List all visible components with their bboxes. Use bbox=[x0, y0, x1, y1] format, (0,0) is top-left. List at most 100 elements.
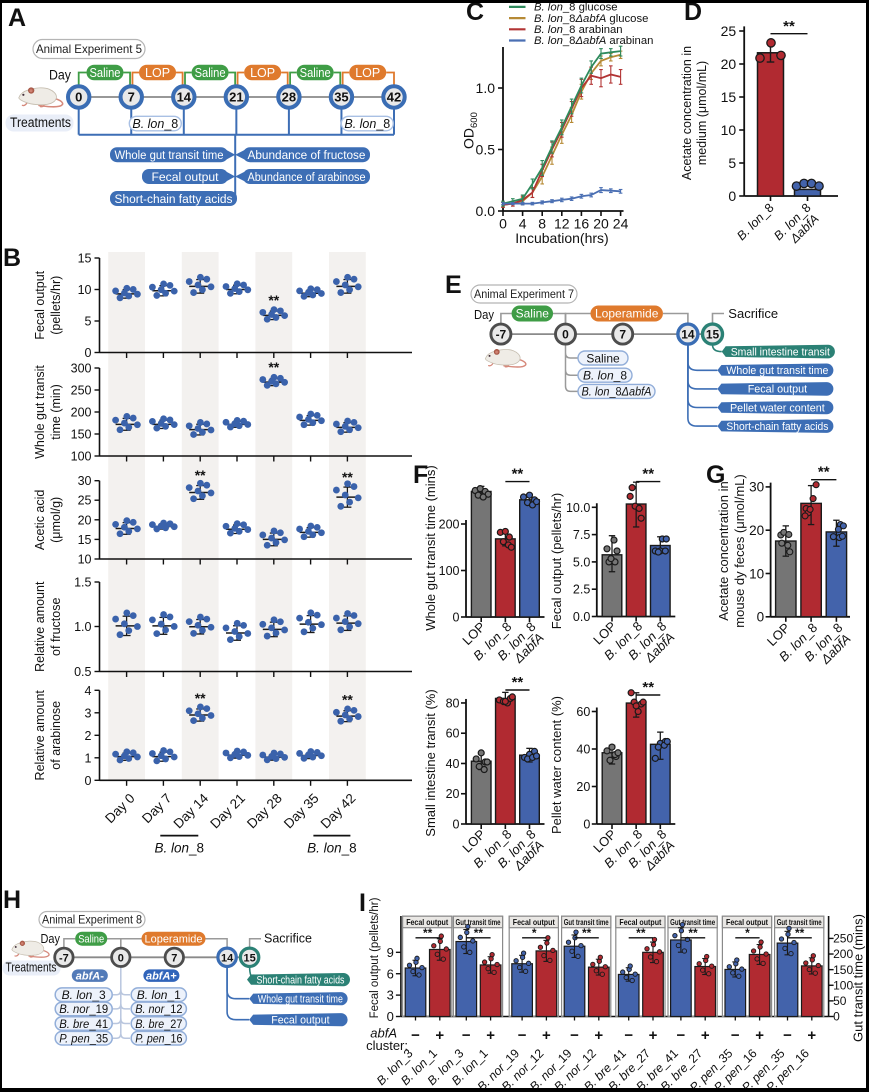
svg-text:200: 200 bbox=[439, 518, 460, 532]
svg-text:24: 24 bbox=[613, 216, 629, 232]
svg-text:B. lon_8ΔabfA glucose: B. lon_8ΔabfA glucose bbox=[534, 13, 648, 25]
svg-text:Fecal output: Fecal output bbox=[726, 917, 768, 927]
svg-text:0: 0 bbox=[118, 952, 124, 964]
svg-text:Small intestine transit (%): Small intestine transit (%) bbox=[423, 689, 438, 836]
svg-text:H: H bbox=[3, 886, 21, 914]
svg-text:Short-chain fatty acids: Short-chain fatty acids bbox=[726, 421, 829, 433]
svg-text:G: G bbox=[706, 461, 725, 489]
svg-text:Saline: Saline bbox=[516, 307, 550, 321]
svg-text:Treatments: Treatments bbox=[10, 115, 71, 130]
svg-text:E: E bbox=[445, 271, 462, 299]
svg-text:250: 250 bbox=[833, 932, 853, 946]
svg-text:0: 0 bbox=[85, 346, 92, 360]
svg-text:+: + bbox=[486, 1027, 495, 1044]
svg-text:Fecal output: Fecal output bbox=[406, 917, 448, 927]
svg-text:Day: Day bbox=[41, 931, 61, 946]
svg-text:50: 50 bbox=[833, 994, 847, 1008]
svg-text:−: − bbox=[677, 1027, 686, 1044]
svg-text:0: 0 bbox=[757, 610, 765, 625]
svg-text:B. bre_27: B. bre_27 bbox=[135, 1017, 182, 1031]
svg-text:Acetic acid: Acetic acid bbox=[33, 490, 47, 550]
svg-text:60: 60 bbox=[576, 705, 590, 719]
svg-text:Sacrifice: Sacrifice bbox=[264, 932, 312, 946]
svg-text:+: + bbox=[701, 1027, 710, 1044]
svg-text:200: 200 bbox=[833, 947, 853, 961]
svg-text:Gut transit time (mins): Gut transit time (mins) bbox=[851, 914, 866, 1042]
svg-text:B. lon_8ΔabfA arabinan: B. lon_8ΔabfA arabinan bbox=[534, 35, 653, 47]
svg-text:Saline: Saline bbox=[89, 66, 120, 80]
svg-text:B. bre_41: B. bre_41 bbox=[59, 1017, 108, 1031]
svg-text:**: ** bbox=[636, 926, 646, 940]
svg-text:15: 15 bbox=[78, 252, 92, 266]
svg-text:I: I bbox=[359, 889, 366, 917]
svg-text:0: 0 bbox=[453, 818, 460, 832]
svg-text:Gut transit time: Gut transit time bbox=[456, 917, 501, 927]
svg-text:Short-chain fatty acids: Short-chain fatty acids bbox=[115, 192, 233, 206]
svg-text:10: 10 bbox=[78, 283, 92, 297]
svg-text:B. lon_8: B. lon_8 bbox=[155, 841, 205, 856]
svg-text:80: 80 bbox=[446, 696, 460, 710]
svg-text:B. lon_1: B. lon_1 bbox=[137, 988, 181, 1002]
svg-text:14: 14 bbox=[177, 90, 192, 105]
svg-text:2.5: 2.5 bbox=[573, 583, 590, 597]
svg-text:30: 30 bbox=[749, 480, 764, 495]
svg-text:Acetate concentration in: Acetate concentration in bbox=[680, 46, 694, 180]
svg-text:B. lon_8: B. lon_8 bbox=[344, 117, 390, 131]
svg-text:B. nor_19: B. nor_19 bbox=[59, 1002, 108, 1016]
svg-text:+: + bbox=[649, 1027, 658, 1044]
svg-text:150: 150 bbox=[833, 963, 853, 977]
svg-text:Day 14: Day 14 bbox=[170, 790, 211, 831]
svg-text:35: 35 bbox=[334, 90, 348, 105]
svg-text:A: A bbox=[8, 4, 26, 32]
svg-text:Fecal output (pellets/hr): Fecal output (pellets/hr) bbox=[549, 493, 564, 630]
svg-text:+: + bbox=[807, 1027, 816, 1044]
svg-text:Fecal output: Fecal output bbox=[748, 384, 807, 396]
svg-text:**: ** bbox=[642, 466, 654, 483]
svg-text:+: + bbox=[435, 1027, 444, 1044]
svg-text:Gut transit time: Gut transit time bbox=[564, 917, 609, 927]
svg-text:15: 15 bbox=[706, 327, 720, 341]
svg-text:0: 0 bbox=[453, 611, 460, 625]
svg-text:LOP: LOP bbox=[250, 66, 275, 80]
svg-text:10: 10 bbox=[721, 122, 737, 138]
svg-text:0.0: 0.0 bbox=[476, 203, 496, 219]
svg-text:100: 100 bbox=[71, 450, 92, 464]
svg-text:B. lon_8: B. lon_8 bbox=[307, 841, 357, 856]
svg-text:Abundance of arabinose: Abundance of arabinose bbox=[248, 170, 366, 184]
svg-text:Abundance of fructose: Abundance of fructose bbox=[248, 148, 366, 162]
svg-text:**: ** bbox=[342, 692, 353, 708]
svg-text:+: + bbox=[755, 1027, 764, 1044]
svg-text:of fructose: of fructose bbox=[49, 598, 63, 656]
svg-text:0: 0 bbox=[728, 188, 736, 204]
svg-text:Fecal output (pellets/hr): Fecal output (pellets/hr) bbox=[369, 897, 381, 1018]
svg-text:300: 300 bbox=[71, 362, 92, 376]
svg-text:8: 8 bbox=[538, 216, 546, 232]
svg-text:Saline: Saline bbox=[195, 66, 226, 80]
svg-text:Day 35: Day 35 bbox=[281, 791, 322, 832]
svg-text:*: * bbox=[745, 926, 750, 940]
svg-text:14: 14 bbox=[221, 952, 234, 964]
svg-text:−: − bbox=[462, 1027, 471, 1044]
svg-text:Fecal output: Fecal output bbox=[151, 170, 219, 184]
svg-text:10: 10 bbox=[749, 566, 764, 581]
svg-text:**: ** bbox=[268, 292, 279, 308]
svg-text:**: ** bbox=[195, 467, 206, 483]
svg-text:+: + bbox=[594, 1027, 603, 1044]
svg-text:0: 0 bbox=[387, 1009, 394, 1024]
svg-text:P. pen_16: P. pen_16 bbox=[135, 1032, 182, 1046]
svg-text:**: ** bbox=[795, 926, 805, 940]
svg-text:−: − bbox=[624, 1027, 633, 1044]
svg-text:**: ** bbox=[423, 926, 433, 940]
svg-text:10: 10 bbox=[78, 553, 92, 567]
svg-text:B. lon_8: B. lon_8 bbox=[734, 201, 776, 243]
svg-text:**: ** bbox=[688, 926, 698, 940]
svg-text:Incubation(hrs): Incubation(hrs) bbox=[515, 230, 608, 246]
svg-text:Animal Experiment 8: Animal Experiment 8 bbox=[42, 915, 142, 927]
svg-text:Sacrifice: Sacrifice bbox=[728, 306, 778, 321]
svg-text:**: ** bbox=[342, 469, 353, 485]
svg-text:Day 42: Day 42 bbox=[318, 791, 359, 832]
svg-text:6: 6 bbox=[387, 966, 394, 981]
svg-text:Loperamide: Loperamide bbox=[595, 307, 659, 321]
svg-text:12: 12 bbox=[554, 216, 570, 232]
svg-text:0: 0 bbox=[562, 327, 569, 341]
